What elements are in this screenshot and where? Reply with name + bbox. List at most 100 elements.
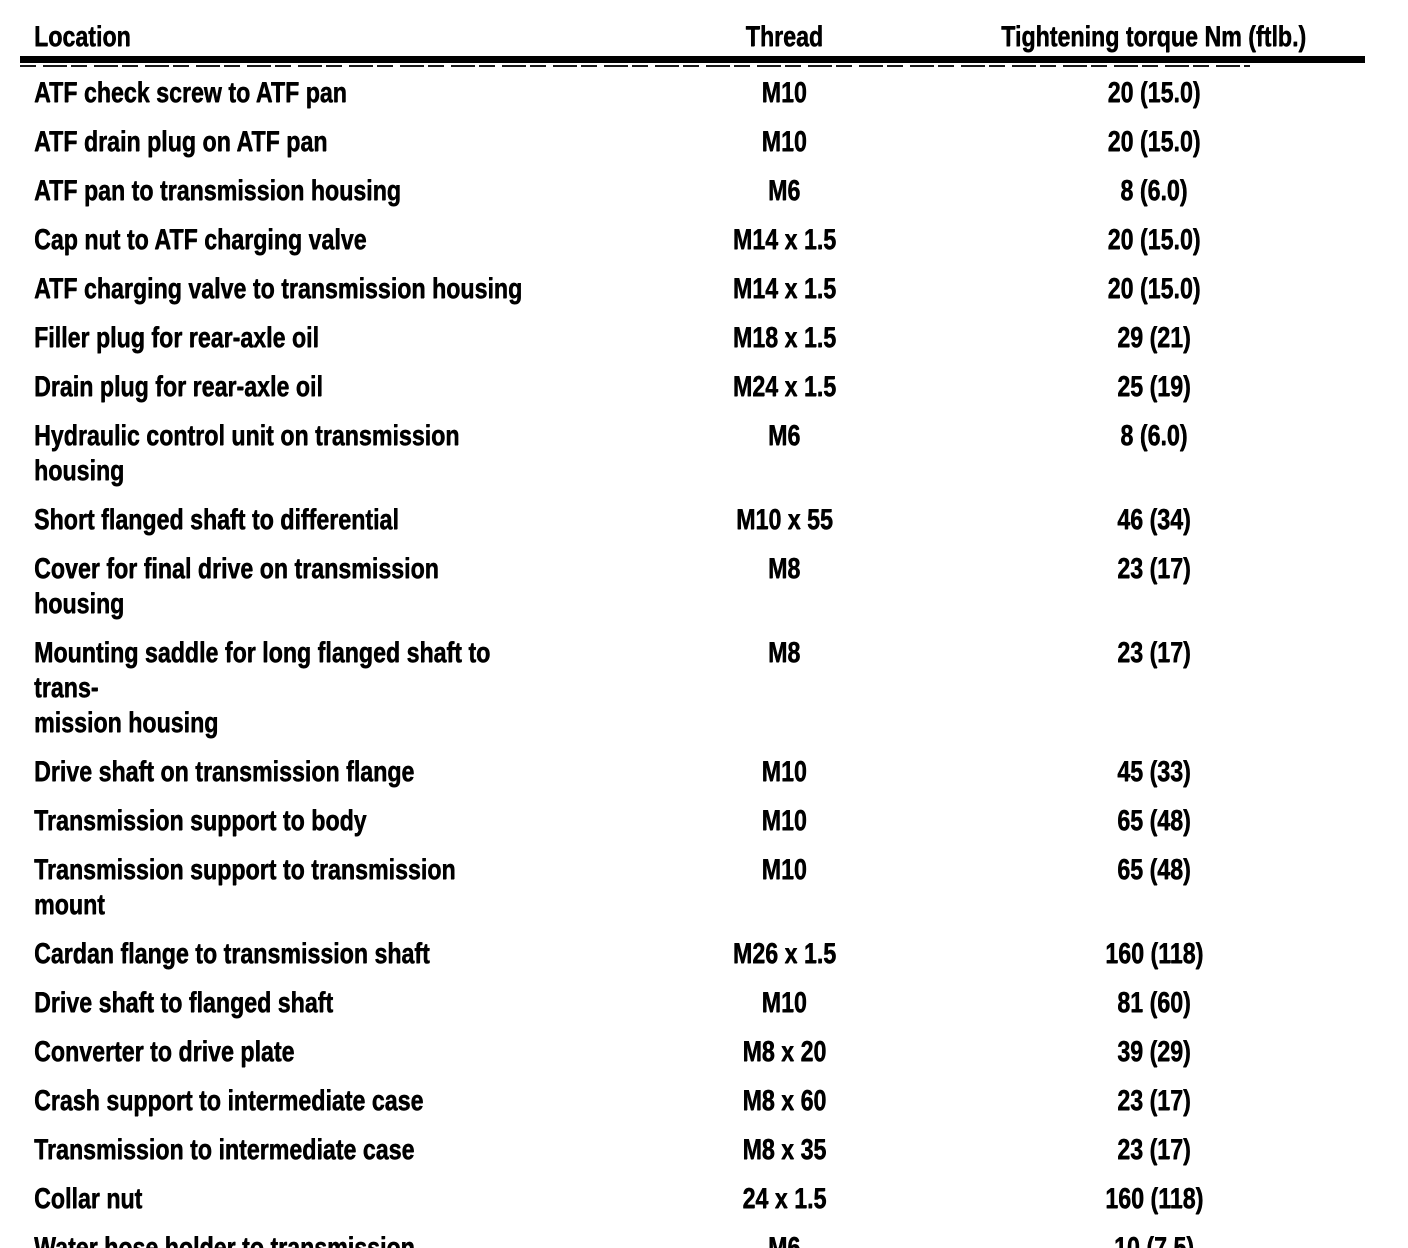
location-cell: ATF drain plug on ATF pan bbox=[0, 125, 654, 160]
table-row: Short flanged shaft to differential M10 … bbox=[0, 496, 1408, 545]
torque-cell: 39 (29) bbox=[914, 1035, 1394, 1070]
table-row: ATF charging valve to transmission housi… bbox=[0, 265, 1408, 314]
thread-text: M10 bbox=[761, 805, 807, 837]
table-header-row: Location Thread Tightening torque Nm (ft… bbox=[0, 20, 1408, 55]
torque-cell: 20 (15.0) bbox=[914, 223, 1394, 258]
location-cell: Hydraulic control unit on transmission h… bbox=[0, 419, 654, 489]
torque-cell: 65 (48) bbox=[914, 804, 1394, 839]
table-row: Crash support to intermediate case M8 x … bbox=[0, 1077, 1408, 1126]
location-text: Cap nut to ATF charging valve bbox=[34, 224, 367, 256]
table-row: Drain plug for rear-axle oil M24 x 1.5 2… bbox=[0, 363, 1408, 412]
torque-cell: 23 (17) bbox=[914, 636, 1394, 741]
torque-text: 23 (17) bbox=[1117, 1085, 1191, 1117]
location-text: Cardan flange to transmission shaft bbox=[34, 938, 430, 970]
torque-cell: 23 (17) bbox=[914, 1084, 1394, 1119]
table-row: Transmission support to body M10 65 (48) bbox=[0, 797, 1408, 846]
column-header-torque: Tightening torque Nm (ftlb.) bbox=[914, 20, 1394, 55]
thread-text: M26 x 1.5 bbox=[732, 938, 836, 970]
location-cell: Transmission support to transmission mou… bbox=[0, 853, 654, 923]
torque-text: 10 (7.5) bbox=[1114, 1232, 1194, 1248]
thread-cell: M24 x 1.5 bbox=[654, 370, 914, 405]
thread-cell: M10 bbox=[654, 804, 914, 839]
thread-text: M6 bbox=[767, 420, 801, 452]
location-cell: Drive shaft to flanged shaft bbox=[0, 986, 654, 1021]
thread-cell: M6 bbox=[654, 174, 914, 209]
thread-text: M10 bbox=[761, 854, 807, 886]
table-row: Hydraulic control unit on transmission h… bbox=[0, 412, 1408, 496]
location-cell: Mounting saddle for long flanged shaft t… bbox=[0, 636, 654, 741]
table-row: Mounting saddle for long flanged shaft t… bbox=[0, 629, 1408, 748]
thread-cell: M8 bbox=[654, 636, 914, 741]
table-row: Filler plug for rear-axle oil M18 x 1.5 … bbox=[0, 314, 1408, 363]
thread-text: M10 bbox=[761, 987, 807, 1019]
location-cell: Transmission support to body bbox=[0, 804, 654, 839]
torque-cell: 8 (6.0) bbox=[914, 174, 1394, 209]
column-header-location: Location bbox=[0, 20, 654, 55]
torque-text: 23 (17) bbox=[1117, 1134, 1191, 1166]
torque-cell: 23 (17) bbox=[914, 1133, 1394, 1168]
location-text: ATF drain plug on ATF pan bbox=[34, 126, 328, 158]
thread-text: M10 x 55 bbox=[735, 504, 833, 536]
torque-text: 46 (34) bbox=[1117, 504, 1191, 536]
location-text: Mounting saddle for long flanged shaft t… bbox=[34, 637, 491, 739]
torque-cell: 160 (118) bbox=[914, 937, 1394, 972]
thread-text: M8 bbox=[767, 637, 801, 669]
location-text: Hydraulic control unit on transmission h… bbox=[34, 420, 460, 487]
location-text: Transmission support to transmission mou… bbox=[34, 854, 456, 921]
thread-cell: M10 bbox=[654, 853, 914, 923]
table-row: Transmission support to transmission mou… bbox=[0, 846, 1408, 930]
location-text: ATF pan to transmission housing bbox=[34, 175, 401, 207]
thread-cell: 24 x 1.5 bbox=[654, 1182, 914, 1217]
location-text: Water hose holder to transmission bbox=[34, 1232, 415, 1248]
thread-text: M6 bbox=[767, 1232, 801, 1248]
location-text: ATF charging valve to transmission housi… bbox=[34, 273, 523, 305]
torque-text: 23 (17) bbox=[1117, 553, 1191, 585]
table-row: Cardan flange to transmission shaft M26 … bbox=[0, 930, 1408, 979]
torque-text: 65 (48) bbox=[1117, 805, 1191, 837]
torque-text: 45 (33) bbox=[1117, 756, 1191, 788]
table-row: Water hose holder to transmission M6 10 … bbox=[0, 1224, 1408, 1248]
location-text: Transmission support to body bbox=[34, 805, 367, 837]
location-text: ATF check screw to ATF pan bbox=[34, 77, 347, 109]
torque-text: 20 (15.0) bbox=[1107, 224, 1201, 256]
location-cell: Collar nut bbox=[0, 1182, 654, 1217]
table-row: Collar nut 24 x 1.5 160 (118) bbox=[0, 1175, 1408, 1224]
table-row: Converter to drive plate M8 x 20 39 (29) bbox=[0, 1028, 1408, 1077]
location-cell: Drive shaft on transmission flange bbox=[0, 755, 654, 790]
location-text: Crash support to intermediate case bbox=[34, 1085, 424, 1117]
location-text: Cover for final drive on transmission ho… bbox=[34, 553, 439, 620]
torque-text: 160 (118) bbox=[1104, 1183, 1204, 1215]
torque-text: 81 (60) bbox=[1117, 987, 1191, 1019]
torque-cell: 23 (17) bbox=[914, 552, 1394, 622]
thread-cell: M18 x 1.5 bbox=[654, 321, 914, 356]
location-cell: Cardan flange to transmission shaft bbox=[0, 937, 654, 972]
thread-cell: M8 x 20 bbox=[654, 1035, 914, 1070]
thread-cell: M8 bbox=[654, 552, 914, 622]
thread-cell: M10 bbox=[654, 76, 914, 111]
torque-cell: 46 (34) bbox=[914, 503, 1394, 538]
column-header-location-label: Location bbox=[34, 21, 131, 53]
column-header-thread: Thread bbox=[654, 20, 914, 55]
table-body: ATF check screw to ATF pan M10 20 (15.0)… bbox=[0, 69, 1408, 1248]
torque-cell: 20 (15.0) bbox=[914, 272, 1394, 307]
thread-text: M8 bbox=[767, 553, 801, 585]
thread-text: M6 bbox=[767, 175, 801, 207]
location-text: Filler plug for rear-axle oil bbox=[34, 322, 319, 354]
location-text: Short flanged shaft to differential bbox=[34, 504, 399, 536]
torque-text: 23 (17) bbox=[1117, 637, 1191, 669]
table-row: Cover for final drive on transmission ho… bbox=[0, 545, 1408, 629]
thread-text: M8 x 35 bbox=[742, 1134, 826, 1166]
location-text: Converter to drive plate bbox=[34, 1036, 295, 1068]
thread-text: 24 x 1.5 bbox=[742, 1183, 826, 1215]
location-text: Collar nut bbox=[34, 1183, 143, 1215]
thread-text: M10 bbox=[761, 126, 807, 158]
thread-cell: M14 x 1.5 bbox=[654, 272, 914, 307]
location-cell: Water hose holder to transmission bbox=[0, 1231, 654, 1248]
thread-text: M10 bbox=[761, 756, 807, 788]
thread-text: M14 x 1.5 bbox=[732, 224, 836, 256]
torque-text: 29 (21) bbox=[1117, 322, 1191, 354]
table-row: Drive shaft to flanged shaft M10 81 (60) bbox=[0, 979, 1408, 1028]
column-header-thread-label: Thread bbox=[745, 21, 823, 53]
location-cell: ATF charging valve to transmission housi… bbox=[0, 272, 654, 307]
